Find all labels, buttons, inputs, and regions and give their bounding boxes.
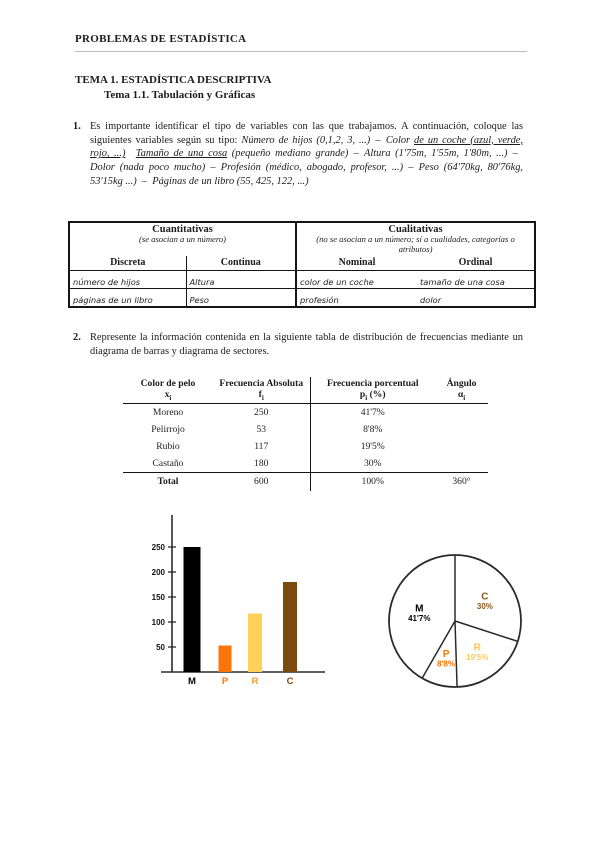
problem-2: 2. Represente la información contenida e… [73, 331, 523, 358]
table-row: Moreno 250 41'7% [123, 403, 488, 421]
text-segment: Número de hijos (0,1,2, 3, ...) [241, 134, 371, 146]
handwritten-answer: páginas de un libro [69, 288, 187, 307]
variables-table: Cuantitativas (se asocian a un número) C… [68, 221, 537, 308]
text-segment: de un coche (azul, verde, rojo, ...) [90, 134, 523, 160]
text-segment: Páginas de un libro (55, 425, 122, ...) [152, 175, 309, 187]
cell-fi: 117 [213, 437, 311, 455]
cell-pct: 30% [363, 457, 382, 469]
problem-2-text: Represente la información contenida en l… [90, 332, 523, 357]
table-row: Castaño 180 30% [123, 454, 488, 473]
svg-text:150: 150 [152, 593, 166, 602]
handwritten-answer: Peso [186, 288, 298, 307]
qualitative-caption: (no se asocian a un número; sí a cualida… [316, 234, 515, 254]
cell-color: Castaño [152, 457, 184, 469]
column-header-percent-frequency: Frecuencia porcentual pi (%) [310, 377, 435, 404]
cell-angle [435, 455, 488, 473]
table-row: páginas de un libro Peso profesión dolor [69, 288, 535, 307]
cell-color: Rubio [156, 440, 180, 452]
text-segment: – [205, 161, 221, 173]
cell-angle [435, 421, 488, 438]
text-segment: – [348, 148, 364, 160]
text-segment: Color [385, 134, 415, 146]
table-row: Rubio 117 19'5% [123, 437, 488, 455]
handwritten-answer: profesión [300, 294, 339, 305]
problem-1: 1. Es importante identificar el tipo de … [73, 120, 523, 188]
frequency-table: Color de pelo xi Frecuencia Absoluta fi … [123, 377, 488, 491]
cell-fi: 250 [213, 403, 311, 421]
table-row: número de hijos Altura color de un coche… [69, 270, 536, 289]
text-segment: – [403, 161, 419, 173]
text-segment: – [370, 134, 386, 146]
svg-text:50: 50 [156, 643, 165, 652]
svg-text:200: 200 [152, 568, 166, 577]
handwritten-answer: tamaño de una cosa [417, 270, 536, 289]
problem-2-number: 2. [73, 332, 81, 343]
cell-pct: 41'7% [360, 406, 385, 418]
column-header-nominal: Nominal [296, 255, 418, 271]
svg-text:C: C [287, 676, 294, 687]
cell-total-fi: 600 [213, 471, 311, 491]
quantitative-title: Cuantitativas [152, 224, 213, 235]
text-segment: (pequeño mediano grande) [227, 148, 349, 160]
column-header-absolute-frequency: Frecuencia Absoluta fi [213, 377, 311, 404]
page-subtitle: Tema 1.1. Tabulación y Gráficas [104, 89, 256, 101]
svg-text:R19'5%: R 19'5% [466, 643, 488, 663]
bar-chart: 50 100 150 200 250 M P R C [139, 509, 329, 699]
cell-color: Pelirrojo [151, 423, 185, 435]
document-header-title: PROBLEMAS DE ESTADÍSTICA [75, 33, 247, 45]
page-title: TEMA 1. ESTADÍSTICA DESCRIPTIVA [75, 74, 272, 86]
column-header-discreta: Discreta [69, 255, 187, 271]
problem-1-number: 1. [73, 121, 81, 132]
column-header-angle: Ángulo αi [435, 377, 488, 404]
quantitative-header-cell: Cuantitativas (se asocian a un número) [69, 222, 298, 256]
cell-color: Moreno [152, 406, 184, 418]
column-header-ordinal: Ordinal [417, 255, 536, 271]
cell-total-label: Total [123, 471, 213, 491]
cell-angle [435, 403, 488, 421]
svg-text:100: 100 [152, 618, 166, 627]
text-segment [125, 148, 135, 159]
svg-text:P8'8%: P 8'8% [437, 649, 455, 669]
text-segment: Es importante identificar el tipo de var… [90, 121, 523, 146]
handwritten-answer: color de un coche [296, 270, 418, 289]
column-header-color: Color de pelo xi [123, 377, 213, 404]
handwritten-answer: dolor [420, 294, 442, 305]
frequency-table-header-row: Color de pelo xi Frecuencia Absoluta fi … [123, 377, 488, 404]
svg-text:M: M [188, 676, 196, 687]
text-segment: – [507, 148, 524, 160]
variables-table-header-row: Cuantitativas (se asocian a un número) C… [69, 222, 535, 256]
pie-chart: C 30% R 19'5% P 8'8% M 41'7% [376, 547, 536, 697]
cell-angle [435, 438, 488, 455]
qualitative-title: Cualitativas [388, 224, 443, 235]
qualitative-header-cell: Cualitativas (no se asocian a un número;… [296, 222, 535, 256]
svg-text:250: 250 [152, 543, 166, 552]
text-segment: Peso (64'70kg, 80'76kg, 53'15kg ...) [90, 161, 523, 187]
svg-text:R: R [252, 676, 259, 687]
svg-text:M41'7%: M 41'7% [408, 603, 430, 623]
text-segment: Dolor (nada poco mucho) [90, 161, 206, 173]
handwritten-answer: Altura [186, 270, 298, 289]
text-segment: – [136, 175, 153, 187]
header-rule [75, 51, 527, 52]
variables-table-subheader-row: Discreta Continua Nominal Ordinal [69, 255, 536, 271]
cell-fi: 180 [213, 454, 311, 473]
cell-fi: 53 [213, 420, 311, 438]
column-header-continua: Continua [186, 255, 298, 271]
text-segment: Profesión (médico, abogado, profesor, ..… [220, 161, 404, 173]
svg-text:C30%: C 30% [477, 591, 493, 611]
text-segment: Tamaño de una cosa [135, 148, 228, 160]
cell-total-pct: 100% [310, 471, 435, 491]
quantitative-caption: (se asocian a un número) [138, 234, 227, 244]
cell-pct: 8'8% [363, 423, 383, 435]
handwritten-answer: número de hijos [69, 270, 187, 289]
svg-text:P: P [222, 676, 229, 687]
table-row: Pelirrojo 53 8'8% [123, 420, 488, 438]
table-total-row: Total 600 100% 360° [123, 471, 488, 491]
text-segment: Altura (1'75m, 1'55m, 1'80m, ...) [363, 148, 508, 160]
problem-1-text: Es importante identificar el tipo de var… [90, 120, 523, 188]
cell-total-angle: 360° [435, 471, 488, 491]
cell-pct: 19'5% [360, 440, 385, 452]
